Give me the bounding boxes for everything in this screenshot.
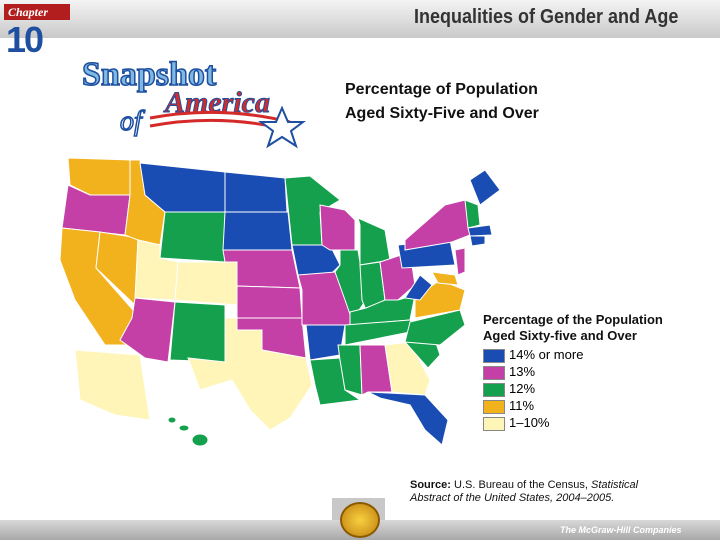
state [302,324,346,361]
state [469,235,486,247]
state [404,274,433,301]
state [334,249,367,322]
state [178,424,190,432]
chapter-label: Chapter [4,4,70,20]
state [404,309,466,346]
legend-label: 1–10% [509,415,550,430]
state [319,204,356,251]
source-text: U.S. Bureau of the Census, [454,479,588,491]
legend-swatch [483,365,505,380]
legend-label: 14% or more [509,347,584,362]
state [74,349,151,421]
state [236,285,303,319]
back-button[interactable] [340,502,380,538]
logo-of: of [120,106,145,137]
header-title: Inequalities of Gender and Age [414,6,679,28]
title-line: Percentage of Population [345,81,538,98]
states [59,157,501,447]
state [174,261,238,306]
state [337,344,363,396]
legend-title: Percentage of the Population Aged Sixty-f… [483,312,663,344]
legend-item: 14% or more [483,347,584,363]
state [222,211,293,251]
state [367,391,449,446]
legend-label: 13% [509,364,536,379]
chapter-number: 10 [6,19,44,60]
state [169,301,226,363]
state [357,217,391,266]
legend-title-line: Aged Sixty-five and Over [483,328,637,343]
legend-item: 11% [483,398,535,414]
legend-item: 12% [483,381,536,397]
map-title: Percentage of Population Aged Sixty-Five … [345,78,539,126]
legend-item: 13% [483,364,536,380]
state [187,317,313,431]
state [359,344,393,396]
legend-label: 12% [509,381,536,396]
logo: Snapshot of America [81,55,306,149]
state [467,224,493,237]
state [159,211,226,263]
legend-swatch [483,399,505,414]
source-italic: Statistical Abstract of the United State… [410,479,639,504]
state [454,247,466,276]
source: Source: U.S. Bureau of the Census, Stati… [410,479,680,505]
state [469,169,501,206]
legend-swatch [483,416,505,431]
state [464,199,481,229]
legend-item: 1–10% [483,415,550,431]
publisher: The McGraw-Hill Companies [560,525,682,535]
state [191,433,209,447]
legend-swatch [483,382,505,397]
legend-label: 11% [509,398,535,413]
logo-snapshot: Snapshot [82,56,217,93]
state [224,171,288,213]
title-line: Aged Sixty-Five and Over [345,105,539,122]
header-bar [0,0,720,38]
legend-swatch [483,348,505,363]
source-label: Source: [410,479,451,491]
state [167,416,177,424]
state [431,271,459,286]
state [404,199,471,251]
logo-star [258,105,306,149]
legend-title-line: Percentage of the Population [483,312,663,327]
